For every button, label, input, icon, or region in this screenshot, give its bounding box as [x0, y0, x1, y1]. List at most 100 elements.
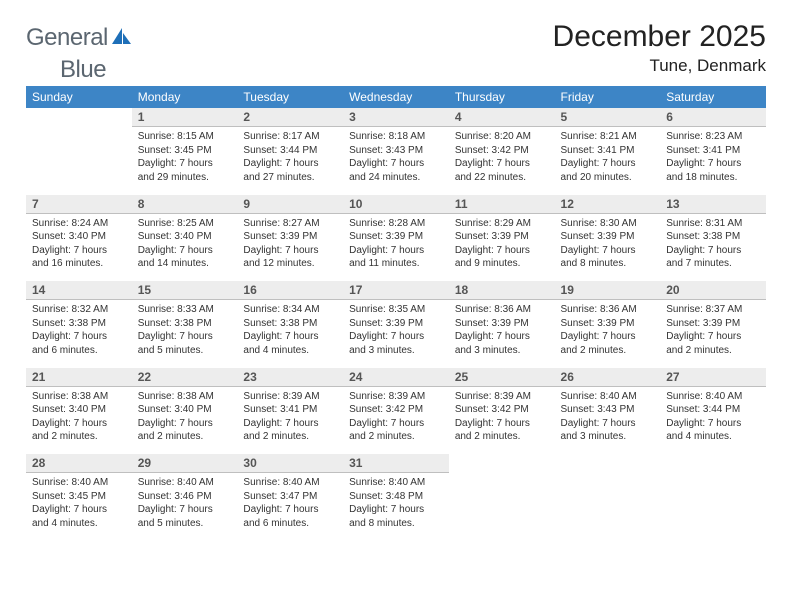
sunset-text: Sunset: 3:47 PM: [243, 490, 337, 504]
sunrise-text: Sunrise: 8:38 AM: [138, 390, 232, 404]
logo-sail-icon: [110, 26, 132, 51]
daylight-text: Daylight: 7 hours and 11 minutes.: [349, 244, 443, 271]
day-number-cell: 31: [343, 454, 449, 473]
sunrise-text: Sunrise: 8:15 AM: [138, 130, 232, 144]
weekday-header: Thursday: [449, 86, 555, 108]
day-number-cell: 5: [555, 108, 661, 127]
day-content-cell: Sunrise: 8:38 AMSunset: 3:40 PMDaylight:…: [26, 386, 132, 454]
sunset-text: Sunset: 3:40 PM: [32, 230, 126, 244]
day-number-cell: [449, 454, 555, 473]
day-content-row: Sunrise: 8:38 AMSunset: 3:40 PMDaylight:…: [26, 386, 766, 454]
daylight-text: Daylight: 7 hours and 14 minutes.: [138, 244, 232, 271]
day-number-cell: 18: [449, 281, 555, 300]
daylight-text: Daylight: 7 hours and 18 minutes.: [666, 157, 760, 184]
sunset-text: Sunset: 3:44 PM: [243, 144, 337, 158]
daylight-text: Daylight: 7 hours and 4 minutes.: [32, 503, 126, 530]
sunset-text: Sunset: 3:46 PM: [138, 490, 232, 504]
day-number-row: 14151617181920: [26, 281, 766, 300]
sunrise-text: Sunrise: 8:40 AM: [666, 390, 760, 404]
sunset-text: Sunset: 3:39 PM: [455, 230, 549, 244]
daylight-text: Daylight: 7 hours and 3 minutes.: [561, 417, 655, 444]
sunset-text: Sunset: 3:39 PM: [349, 230, 443, 244]
sunset-text: Sunset: 3:45 PM: [138, 144, 232, 158]
sunset-text: Sunset: 3:38 PM: [243, 317, 337, 331]
day-number-cell: [26, 108, 132, 127]
weekday-header: Sunday: [26, 86, 132, 108]
daylight-text: Daylight: 7 hours and 22 minutes.: [455, 157, 549, 184]
day-content-cell: Sunrise: 8:18 AMSunset: 3:43 PMDaylight:…: [343, 127, 449, 195]
sunrise-text: Sunrise: 8:25 AM: [138, 217, 232, 231]
sunset-text: Sunset: 3:39 PM: [243, 230, 337, 244]
day-number-cell: 7: [26, 195, 132, 214]
day-content-cell: Sunrise: 8:40 AMSunset: 3:46 PMDaylight:…: [132, 473, 238, 541]
day-number-row: 28293031: [26, 454, 766, 473]
day-number-cell: 30: [237, 454, 343, 473]
day-number-cell: 8: [132, 195, 238, 214]
day-number-cell: 6: [660, 108, 766, 127]
sunrise-text: Sunrise: 8:39 AM: [243, 390, 337, 404]
daylight-text: Daylight: 7 hours and 5 minutes.: [138, 330, 232, 357]
sunset-text: Sunset: 3:40 PM: [32, 403, 126, 417]
day-content-cell: Sunrise: 8:39 AMSunset: 3:41 PMDaylight:…: [237, 386, 343, 454]
daylight-text: Daylight: 7 hours and 2 minutes.: [243, 417, 337, 444]
sunrise-text: Sunrise: 8:40 AM: [138, 476, 232, 490]
day-content-cell: Sunrise: 8:38 AMSunset: 3:40 PMDaylight:…: [132, 386, 238, 454]
sunset-text: Sunset: 3:43 PM: [561, 403, 655, 417]
daylight-text: Daylight: 7 hours and 6 minutes.: [243, 503, 337, 530]
day-content-row: Sunrise: 8:40 AMSunset: 3:45 PMDaylight:…: [26, 473, 766, 541]
daylight-text: Daylight: 7 hours and 8 minutes.: [349, 503, 443, 530]
day-number-cell: 22: [132, 368, 238, 387]
day-content-cell: Sunrise: 8:29 AMSunset: 3:39 PMDaylight:…: [449, 213, 555, 281]
logo-word-general: General: [26, 24, 108, 52]
sunrise-text: Sunrise: 8:39 AM: [455, 390, 549, 404]
day-number-cell: 28: [26, 454, 132, 473]
sunrise-text: Sunrise: 8:40 AM: [349, 476, 443, 490]
daylight-text: Daylight: 7 hours and 27 minutes.: [243, 157, 337, 184]
sunrise-text: Sunrise: 8:20 AM: [455, 130, 549, 144]
sunrise-text: Sunrise: 8:33 AM: [138, 303, 232, 317]
sunset-text: Sunset: 3:42 PM: [455, 144, 549, 158]
sunrise-text: Sunrise: 8:35 AM: [349, 303, 443, 317]
day-number-cell: 14: [26, 281, 132, 300]
sunset-text: Sunset: 3:43 PM: [349, 144, 443, 158]
sunrise-text: Sunrise: 8:17 AM: [243, 130, 337, 144]
sunrise-text: Sunrise: 8:38 AM: [32, 390, 126, 404]
day-number-cell: 16: [237, 281, 343, 300]
sunrise-text: Sunrise: 8:40 AM: [243, 476, 337, 490]
day-number-cell: 4: [449, 108, 555, 127]
day-content-cell: Sunrise: 8:40 AMSunset: 3:44 PMDaylight:…: [660, 386, 766, 454]
day-number-cell: 13: [660, 195, 766, 214]
sunrise-text: Sunrise: 8:40 AM: [561, 390, 655, 404]
page-header: General December 2025 Tune, Denmark: [26, 20, 766, 76]
calendar-table: Sunday Monday Tuesday Wednesday Thursday…: [26, 86, 766, 541]
sunrise-text: Sunrise: 8:36 AM: [455, 303, 549, 317]
day-number-cell: 10: [343, 195, 449, 214]
sunset-text: Sunset: 3:48 PM: [349, 490, 443, 504]
day-content-cell: Sunrise: 8:33 AMSunset: 3:38 PMDaylight:…: [132, 300, 238, 368]
day-content-cell: [449, 473, 555, 541]
daylight-text: Daylight: 7 hours and 2 minutes.: [349, 417, 443, 444]
day-number-cell: 15: [132, 281, 238, 300]
sunrise-text: Sunrise: 8:36 AM: [561, 303, 655, 317]
sunrise-text: Sunrise: 8:32 AM: [32, 303, 126, 317]
sunrise-text: Sunrise: 8:24 AM: [32, 217, 126, 231]
sunrise-text: Sunrise: 8:34 AM: [243, 303, 337, 317]
day-number-cell: 17: [343, 281, 449, 300]
day-content-cell: Sunrise: 8:28 AMSunset: 3:39 PMDaylight:…: [343, 213, 449, 281]
sunset-text: Sunset: 3:39 PM: [455, 317, 549, 331]
daylight-text: Daylight: 7 hours and 2 minutes.: [561, 330, 655, 357]
weekday-header: Saturday: [660, 86, 766, 108]
day-content-cell: Sunrise: 8:30 AMSunset: 3:39 PMDaylight:…: [555, 213, 661, 281]
day-content-cell: Sunrise: 8:40 AMSunset: 3:47 PMDaylight:…: [237, 473, 343, 541]
title-block: December 2025 Tune, Denmark: [553, 20, 766, 76]
day-number-cell: [555, 454, 661, 473]
day-content-cell: Sunrise: 8:36 AMSunset: 3:39 PMDaylight:…: [449, 300, 555, 368]
day-number-cell: 20: [660, 281, 766, 300]
day-number-cell: 23: [237, 368, 343, 387]
day-content-cell: Sunrise: 8:17 AMSunset: 3:44 PMDaylight:…: [237, 127, 343, 195]
day-number-row: 123456: [26, 108, 766, 127]
sunset-text: Sunset: 3:39 PM: [349, 317, 443, 331]
weekday-header: Friday: [555, 86, 661, 108]
day-content-cell: Sunrise: 8:35 AMSunset: 3:39 PMDaylight:…: [343, 300, 449, 368]
day-number-cell: 3: [343, 108, 449, 127]
